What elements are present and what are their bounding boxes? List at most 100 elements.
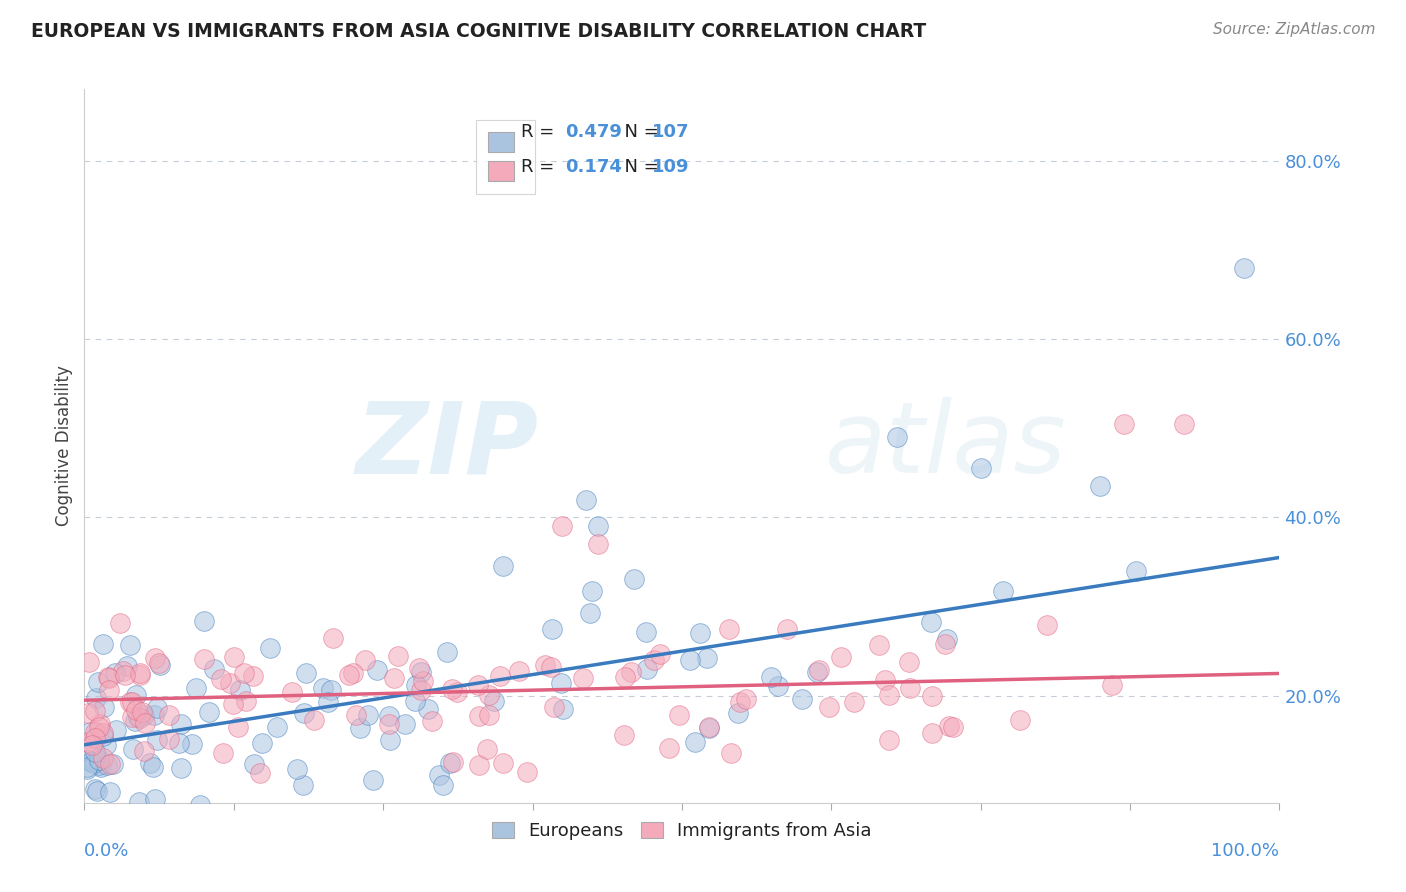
Point	[188, 797, 211, 812]
Point	[118, 639, 141, 653]
Point	[156, 831, 179, 846]
Point	[101, 756, 124, 771]
Point	[550, 675, 572, 690]
Point	[87, 754, 110, 768]
Point	[281, 684, 304, 698]
Point	[408, 661, 430, 675]
Point	[936, 632, 959, 647]
Point	[143, 651, 166, 665]
Text: R =: R =	[520, 159, 560, 177]
Point	[167, 735, 190, 749]
Point	[697, 721, 720, 735]
Point	[658, 740, 681, 755]
Point	[541, 622, 564, 636]
Text: 0.174: 0.174	[565, 159, 621, 177]
Point	[98, 757, 121, 772]
Point	[98, 785, 121, 799]
Point	[112, 664, 135, 678]
Point	[679, 653, 702, 667]
Point	[128, 795, 150, 809]
Point	[482, 694, 505, 708]
Point	[86, 690, 108, 705]
Point	[492, 756, 515, 770]
Point	[830, 649, 852, 664]
Point	[242, 669, 264, 683]
Point	[157, 708, 180, 723]
Point	[938, 719, 960, 733]
Point	[87, 675, 110, 690]
Point	[818, 699, 841, 714]
Text: 107: 107	[652, 123, 689, 142]
Point	[83, 745, 105, 759]
Point	[720, 746, 742, 760]
Point	[80, 755, 103, 769]
Point	[79, 725, 101, 739]
Point	[436, 645, 458, 659]
Point	[578, 607, 600, 621]
Point	[170, 717, 193, 731]
Point	[543, 700, 565, 714]
Point	[142, 760, 165, 774]
Point	[91, 726, 114, 740]
Point	[540, 659, 562, 673]
Point	[134, 716, 156, 731]
Point	[868, 639, 890, 653]
Point	[110, 615, 132, 630]
Text: 109: 109	[652, 159, 689, 177]
Point	[89, 757, 111, 772]
Point	[98, 671, 121, 685]
Point	[128, 667, 150, 681]
Point	[387, 648, 409, 663]
Point	[620, 665, 643, 680]
Point	[432, 778, 454, 792]
Point	[806, 665, 828, 680]
Point	[478, 688, 501, 702]
Point	[588, 537, 610, 551]
Point	[84, 781, 107, 796]
Point	[842, 695, 865, 709]
Point	[132, 744, 155, 758]
Point	[636, 662, 658, 676]
Point	[138, 756, 160, 770]
Point	[292, 706, 315, 721]
Point	[76, 760, 98, 774]
Text: 100.0%: 100.0%	[1212, 842, 1279, 860]
Point	[77, 706, 100, 721]
Point	[121, 742, 143, 756]
Point	[76, 753, 98, 767]
Point	[898, 656, 921, 670]
Point	[322, 631, 344, 645]
Point	[404, 694, 426, 708]
Point	[696, 651, 718, 665]
Point	[249, 766, 271, 780]
Point	[734, 692, 756, 706]
Point	[508, 664, 530, 678]
Point	[776, 622, 799, 636]
Point	[127, 710, 149, 724]
Point	[349, 721, 371, 735]
Point	[105, 723, 128, 737]
Point	[219, 676, 242, 690]
Point	[409, 682, 432, 697]
Point	[143, 708, 166, 723]
Point	[193, 614, 215, 628]
Text: N =: N =	[613, 123, 664, 142]
Point	[668, 707, 690, 722]
Point	[467, 758, 489, 772]
Point	[117, 658, 139, 673]
Point	[623, 572, 645, 586]
Point	[125, 688, 148, 702]
Point	[318, 695, 340, 709]
Point	[441, 755, 464, 769]
Point	[149, 658, 172, 673]
Point	[534, 658, 557, 673]
Point	[131, 706, 153, 720]
Point	[1090, 479, 1112, 493]
Point	[394, 716, 416, 731]
Point	[312, 681, 335, 695]
Point	[83, 756, 105, 771]
Point	[83, 731, 105, 745]
Point	[1173, 417, 1195, 431]
Point	[516, 764, 538, 779]
Point	[83, 725, 105, 739]
